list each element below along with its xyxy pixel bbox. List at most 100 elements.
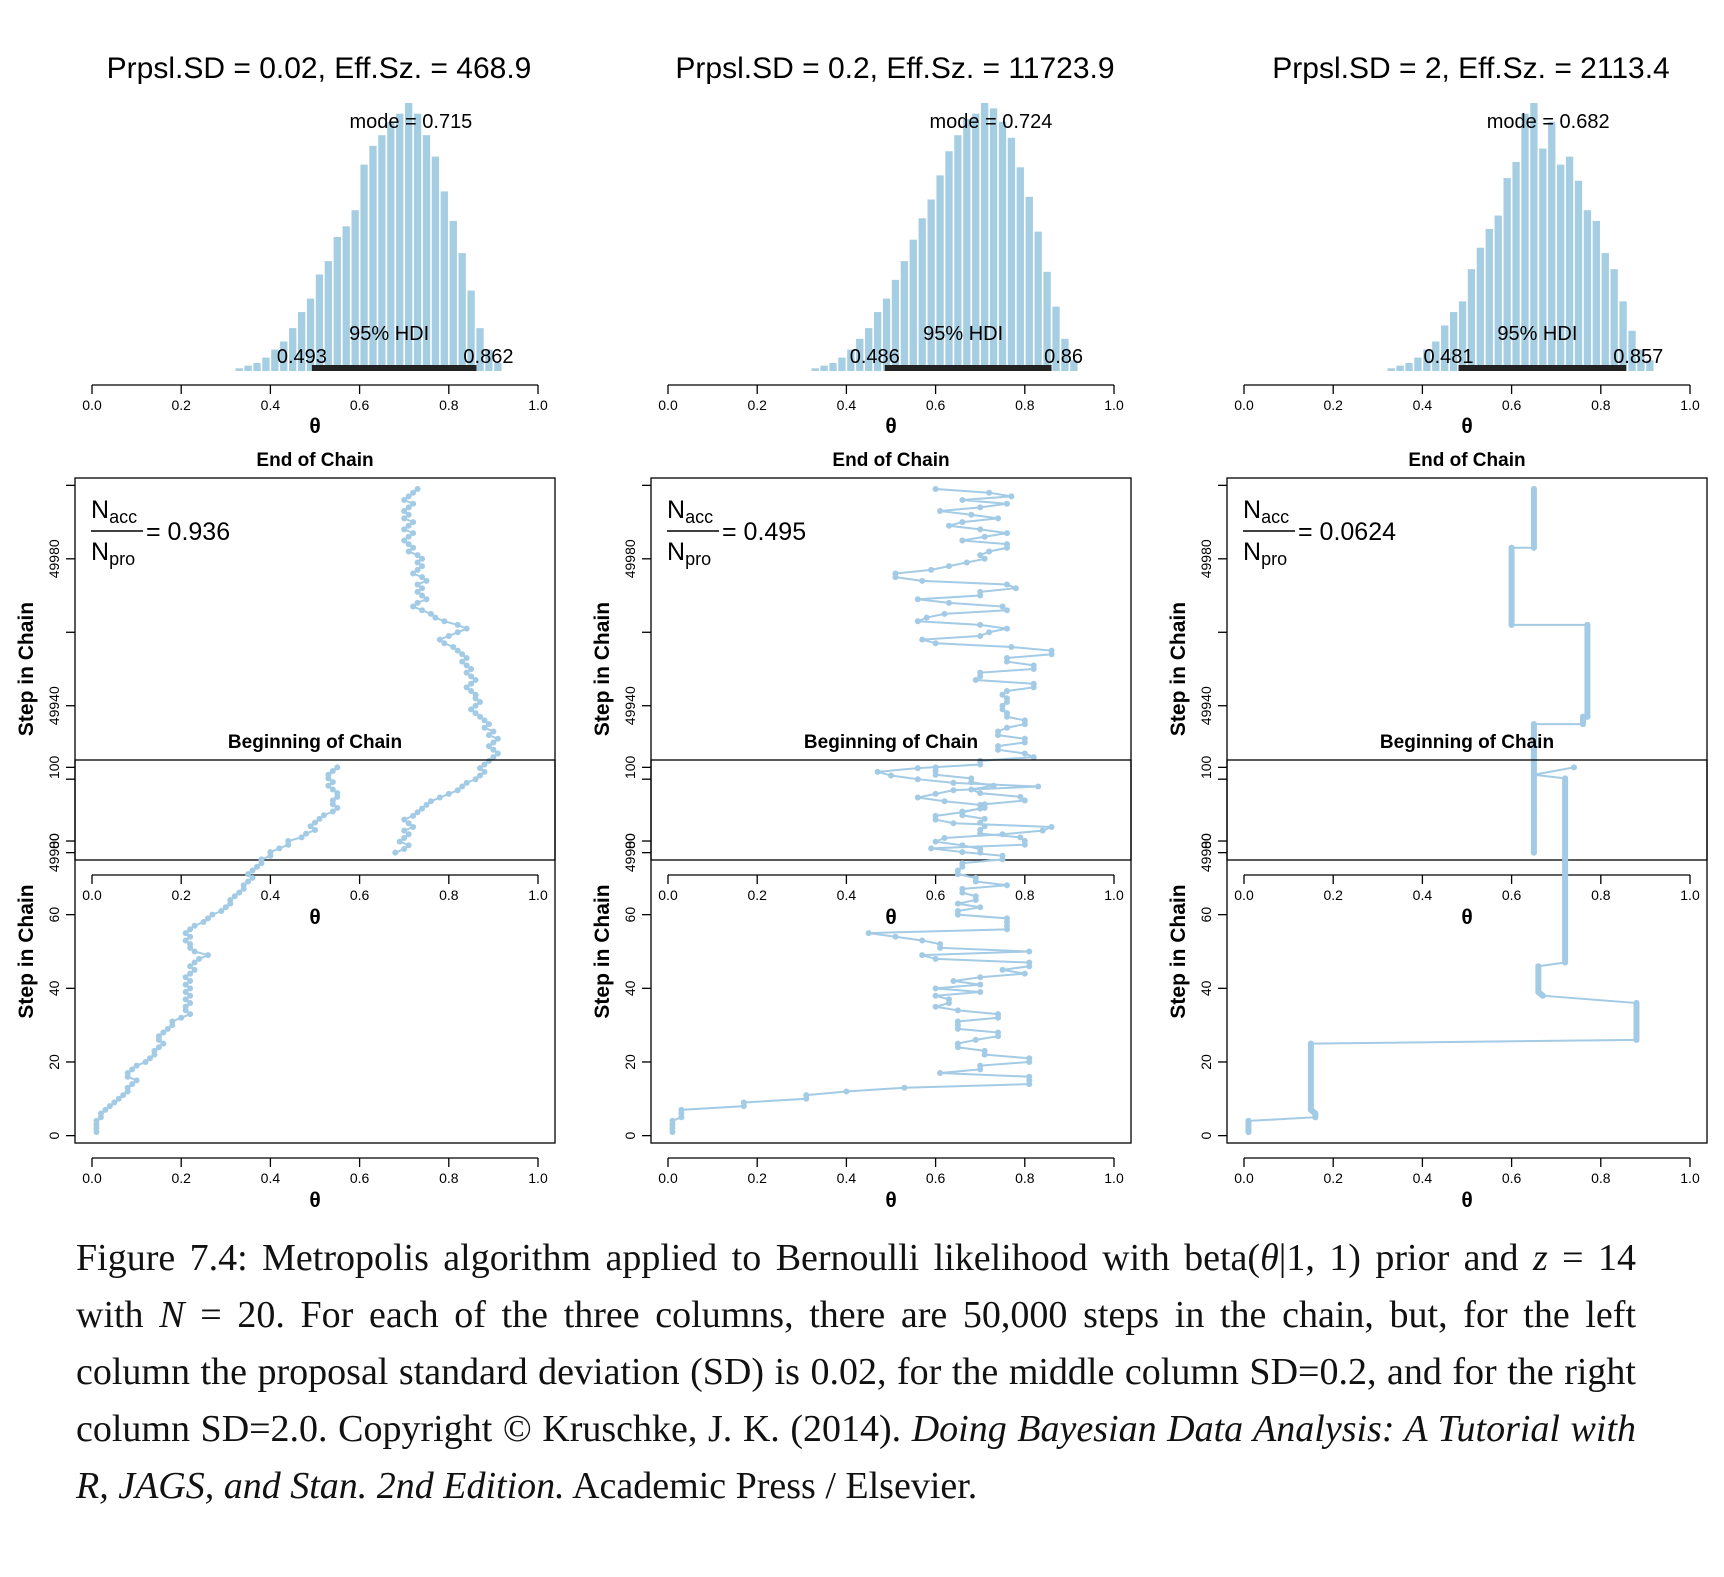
x-tick-label: 0.6 bbox=[926, 397, 946, 413]
chain-point bbox=[459, 651, 466, 658]
histogram-bar bbox=[1503, 178, 1511, 371]
histogram-bar bbox=[1530, 103, 1538, 371]
chain-point bbox=[245, 871, 252, 878]
chain-point bbox=[182, 989, 189, 996]
histogram-bar bbox=[440, 191, 448, 371]
chain-point bbox=[414, 486, 421, 493]
chain-point bbox=[436, 794, 443, 801]
chain-point bbox=[1003, 724, 1010, 731]
chain-point bbox=[419, 574, 426, 581]
begin-chain-panel-1: Beginning of Chain 0 20 40 60 80 100 Step in Ch… bbox=[15, 732, 556, 1212]
histogram-bar bbox=[297, 312, 306, 371]
chain-point bbox=[129, 1081, 136, 1088]
chain-point bbox=[923, 614, 930, 621]
chain-point bbox=[950, 787, 957, 794]
histogram-bar bbox=[936, 175, 944, 371]
chain-point bbox=[494, 735, 501, 742]
chain-point bbox=[463, 625, 470, 632]
panel-title: Prpsl.SD = 2, Eff.Sz. = 2113.4 bbox=[1272, 52, 1669, 85]
chain-point bbox=[1003, 581, 1010, 588]
histogram-bar bbox=[1619, 301, 1627, 371]
chain-point bbox=[954, 1007, 961, 1014]
chain-point bbox=[218, 907, 225, 914]
chain-point bbox=[1003, 882, 1010, 889]
x-axis-label: θ bbox=[1461, 415, 1472, 438]
chain-point bbox=[410, 570, 417, 577]
chain-point bbox=[950, 977, 957, 984]
chain-point bbox=[303, 830, 310, 837]
chain-point bbox=[954, 1040, 961, 1047]
plot-frame bbox=[650, 759, 1132, 1144]
mode-label: mode = 0.682 bbox=[1487, 111, 1610, 133]
caption-z: z bbox=[1532, 1237, 1548, 1279]
y-tick-label: 0 bbox=[1198, 1132, 1214, 1140]
chain-point bbox=[959, 808, 966, 815]
chain-point bbox=[892, 933, 899, 940]
x-tick-label: 1.0 bbox=[1680, 1170, 1700, 1186]
chain-point bbox=[1048, 823, 1055, 830]
histogram-bar bbox=[1007, 137, 1016, 371]
x-axis-label: θ bbox=[885, 906, 896, 929]
histogram-bar bbox=[927, 199, 935, 371]
x-tick-label: 0.2 bbox=[171, 1170, 191, 1186]
chain-point bbox=[401, 845, 408, 852]
chain-point bbox=[133, 1077, 140, 1084]
hdi-high-label: 0.862 bbox=[463, 346, 513, 368]
chain-point bbox=[977, 826, 984, 833]
histogram-bar bbox=[1521, 113, 1529, 371]
histogram-bar bbox=[413, 113, 422, 371]
chain-point bbox=[427, 798, 434, 805]
chain-point bbox=[977, 801, 984, 808]
x-tick-label: 0.2 bbox=[747, 1170, 767, 1186]
chain-point bbox=[959, 860, 966, 867]
chain-point bbox=[463, 654, 470, 661]
caption-n: N bbox=[159, 1294, 185, 1336]
chain-point bbox=[454, 647, 461, 654]
chain-point bbox=[419, 563, 426, 570]
chain-point bbox=[1021, 797, 1028, 804]
x-tick-label: 0.0 bbox=[1234, 1170, 1254, 1186]
hdi-low-label: 0.481 bbox=[1423, 346, 1473, 368]
chain-point bbox=[298, 834, 305, 841]
x-tick-label: 0.0 bbox=[82, 397, 102, 413]
x-tick-label: 0.8 bbox=[439, 887, 459, 903]
chain-point bbox=[481, 761, 488, 768]
histogram-bar bbox=[476, 328, 484, 371]
chain-point bbox=[419, 805, 426, 812]
chain-point bbox=[1530, 809, 1537, 816]
histogram-bar bbox=[1539, 148, 1547, 371]
chain-point bbox=[414, 599, 421, 606]
x-tick-label: 1.0 bbox=[1680, 887, 1700, 903]
histogram-bar bbox=[1432, 341, 1440, 371]
x-tick-label: 0.0 bbox=[658, 887, 678, 903]
chain-point bbox=[1021, 735, 1028, 742]
histogram-bar bbox=[1512, 161, 1520, 371]
chain-trace-line bbox=[1510, 489, 1589, 853]
histogram-bar bbox=[467, 290, 475, 371]
chain-point bbox=[249, 867, 256, 874]
chain-point bbox=[1048, 647, 1055, 654]
chain-point bbox=[329, 797, 336, 804]
chain-point bbox=[919, 952, 926, 959]
histogram-bar bbox=[981, 103, 989, 371]
chain-point bbox=[182, 996, 189, 1003]
x-tick-label: 0.0 bbox=[1234, 397, 1254, 413]
chain-point bbox=[1035, 783, 1042, 790]
chain-point bbox=[919, 577, 926, 584]
histogram-bar bbox=[1485, 228, 1493, 371]
chain-point bbox=[1539, 992, 1546, 999]
chain-point bbox=[1003, 607, 1010, 614]
chain-point bbox=[410, 603, 417, 610]
x-axis-label: θ bbox=[309, 415, 320, 438]
hdi-label: 95% HDI bbox=[923, 323, 1003, 345]
chain-point bbox=[405, 493, 412, 500]
y-tick-label: 49940 bbox=[46, 686, 62, 725]
chain-point bbox=[401, 497, 408, 504]
n-pro-label: Npro bbox=[667, 538, 711, 569]
chain-point bbox=[401, 526, 408, 533]
chain-point bbox=[981, 823, 988, 830]
panel-subtitle: Beginning of Chain bbox=[804, 732, 978, 753]
chain-point bbox=[454, 629, 461, 636]
x-tick-label: 0.6 bbox=[1502, 887, 1522, 903]
histogram-bar bbox=[847, 349, 855, 371]
